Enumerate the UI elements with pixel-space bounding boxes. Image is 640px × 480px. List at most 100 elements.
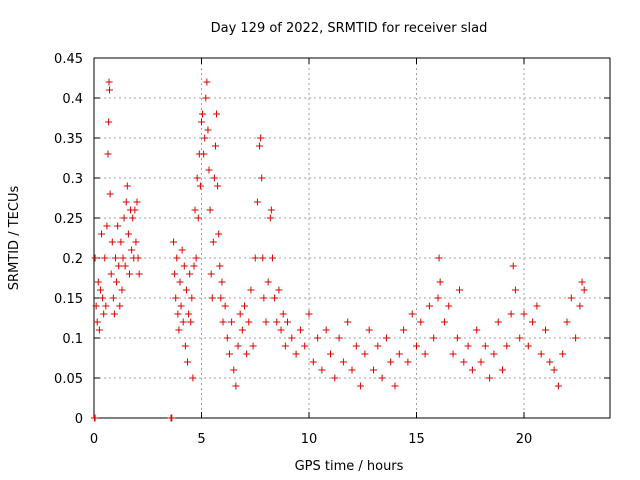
data-point [210, 174, 218, 182]
data-point [119, 254, 127, 262]
data-point [370, 366, 377, 374]
data-point [176, 278, 184, 286]
data-point [177, 302, 185, 310]
data-point [259, 254, 267, 262]
data-point [247, 286, 255, 294]
data-point [516, 334, 524, 342]
data-point [257, 134, 265, 142]
data-point [238, 326, 246, 334]
y-tick-label: 0.35 [54, 132, 83, 147]
data-point [186, 270, 194, 278]
data-point [503, 342, 511, 350]
data-point [194, 214, 202, 222]
data-point [118, 286, 126, 294]
data-point [171, 270, 179, 278]
data-point [216, 262, 224, 270]
data-point [533, 302, 541, 310]
data-point [391, 382, 399, 390]
data-point [189, 374, 197, 382]
data-point [387, 358, 395, 366]
data-point [578, 278, 586, 286]
data-point [436, 278, 444, 286]
data-point [511, 286, 519, 294]
data-point [207, 270, 215, 278]
data-point [481, 342, 489, 350]
data-point [509, 262, 517, 270]
data-point [572, 334, 580, 342]
data-point [348, 366, 356, 374]
data-point [120, 214, 128, 222]
data-point [378, 374, 386, 382]
data-point [134, 254, 142, 262]
data-point [217, 294, 225, 302]
data-point [228, 318, 236, 326]
data-point [180, 262, 188, 270]
plot-frame [93, 57, 611, 419]
data-point [225, 350, 233, 358]
data-point [296, 326, 304, 334]
data-point [125, 270, 133, 278]
data-point [234, 342, 242, 350]
data-points [90, 78, 588, 422]
data-point [245, 318, 253, 326]
data-point [215, 230, 223, 238]
x-tick-labels: 0 5 10 15 20 [90, 432, 532, 447]
data-point [365, 326, 373, 334]
data-point [477, 358, 485, 366]
data-point [214, 182, 222, 190]
data-point [188, 294, 196, 302]
data-point [230, 366, 238, 374]
data-point [260, 294, 268, 302]
y-tick-label: 0.1 [62, 332, 83, 347]
data-point [417, 318, 425, 326]
data-point [175, 326, 183, 334]
data-point [331, 374, 339, 382]
data-point [344, 318, 352, 326]
data-point [249, 342, 257, 350]
data-point [563, 318, 571, 326]
y-tick-label: 0.25 [54, 212, 83, 227]
data-point [288, 334, 296, 342]
data-point [339, 358, 347, 366]
data-point [468, 366, 476, 374]
data-point [204, 126, 212, 134]
data-point [473, 326, 481, 334]
data-point [524, 342, 532, 350]
data-point [199, 110, 207, 118]
data-point [251, 254, 259, 262]
data-point [580, 286, 588, 294]
data-point [203, 78, 211, 86]
data-point [542, 326, 549, 334]
data-point [182, 286, 190, 294]
data-point [114, 222, 122, 230]
data-point [327, 350, 334, 358]
data-point [374, 342, 382, 350]
data-point [103, 222, 111, 230]
chart-title: Day 129 of 2022, SRMTID for receiver sla… [211, 21, 488, 36]
data-point [110, 310, 118, 318]
data-point [115, 262, 123, 270]
data-point [123, 182, 131, 190]
data-point [135, 270, 143, 278]
data-point [554, 382, 562, 390]
data-point [121, 262, 129, 270]
data-point [91, 254, 99, 262]
data-point [93, 318, 101, 326]
data-point [264, 278, 272, 286]
data-point [529, 318, 537, 326]
data-point [223, 334, 231, 342]
data-point [95, 326, 103, 334]
data-point [305, 310, 313, 318]
data-point [191, 206, 199, 214]
gridlines [94, 58, 610, 418]
data-point [271, 294, 279, 302]
data-point [559, 350, 567, 358]
data-point [102, 302, 110, 310]
x-tick-label: 15 [408, 432, 425, 447]
data-point [258, 174, 266, 182]
data-point [576, 302, 584, 310]
data-point [434, 294, 442, 302]
data-point [352, 342, 360, 350]
y-axis-label: SRMTID / TECUs [7, 186, 22, 291]
